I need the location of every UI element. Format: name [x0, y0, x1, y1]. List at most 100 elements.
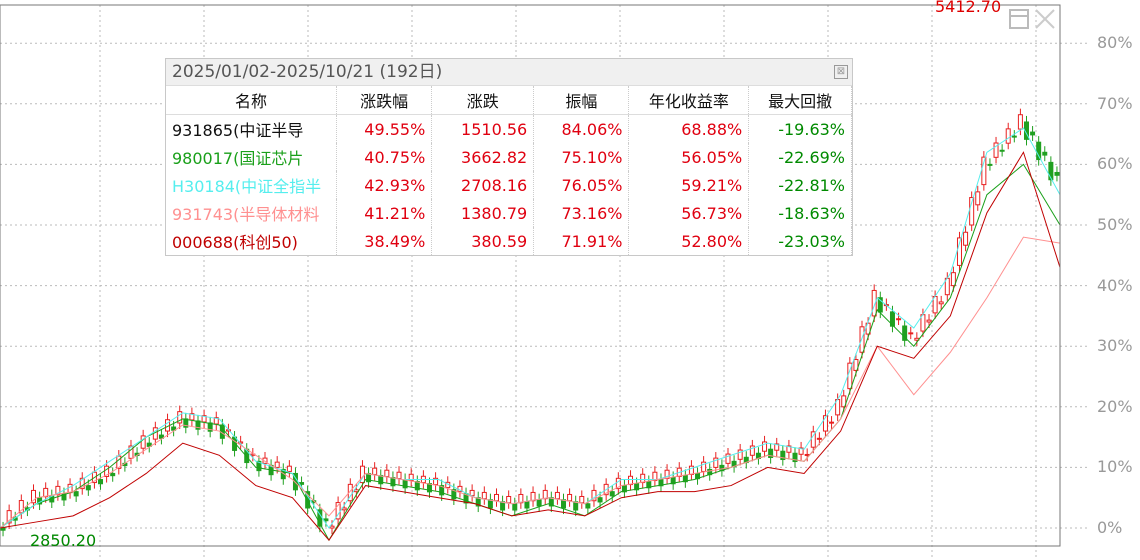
cell-chg_pct: 40.75% [336, 143, 433, 171]
candle [512, 503, 518, 511]
candle [146, 442, 152, 447]
cell-name: H30184(中证全指半 [166, 171, 337, 199]
close-icon[interactable] [1035, 9, 1055, 29]
candle [481, 491, 487, 500]
candle [950, 272, 956, 287]
candle [451, 489, 457, 500]
table-row[interactable]: 000688(科创50) 38.49% 380.59 71.91% 52.80% -23.… [166, 227, 852, 255]
cell-mdd: -22.81% [748, 171, 852, 199]
cell-chg_pct: 38.49% [336, 227, 433, 255]
candle [329, 525, 335, 529]
candle [963, 231, 969, 246]
low-label: 2850.20 [30, 531, 96, 550]
plot-border [0, 4, 1061, 547]
candle [1054, 171, 1060, 176]
cell-chg_pct: 42.93% [336, 171, 433, 199]
table-row[interactable]: H30184(中证全指半 42.93% 2708.16 76.05% 59.21% -22… [166, 171, 852, 199]
cell-chg: 1380.79 [431, 199, 535, 227]
candle [171, 426, 177, 431]
table-row[interactable]: 931743(半导体材料 41.21% 1380.79 73.16% 56.73% -18… [166, 199, 852, 227]
y-tick-label: 30% [1097, 336, 1133, 356]
series-line-980017 [0, 163, 1061, 542]
high-label: 5412.70 [935, 0, 1001, 16]
candle [798, 447, 804, 455]
y-tick-label: 20% [1097, 396, 1133, 416]
panel-close-icon[interactable]: ⊠ [834, 65, 848, 79]
candle [579, 495, 585, 504]
candle [762, 441, 768, 452]
cell-amp: 73.16% [533, 199, 630, 227]
candle [999, 149, 1005, 152]
candle [981, 156, 987, 186]
cell-chg_pct: 41.21% [336, 199, 433, 227]
candle [591, 489, 597, 502]
candle [256, 460, 262, 472]
cell-annual: 56.05% [628, 143, 750, 171]
cell-annual: 56.73% [628, 199, 750, 227]
stats-table: 名称 涨跌幅 涨跌 振幅 年化收益率 最大回撤 931865(中证半导 49.55% 1510.… [166, 86, 852, 255]
table-row[interactable]: 980017(国证芯片 40.75% 3662.82 75.10% 56.05% -22.… [166, 143, 852, 171]
candle [938, 301, 944, 305]
cell-amp: 76.05% [533, 171, 630, 199]
window-restore-icon[interactable] [1009, 9, 1029, 29]
candle [140, 435, 146, 449]
candle [725, 453, 731, 464]
y-tick-label: 10% [1097, 457, 1133, 477]
cell-mdd: -19.63% [748, 114, 852, 143]
candles-931865 [0, 108, 1060, 537]
candle [774, 443, 780, 451]
candle [6, 510, 12, 524]
cell-name: 980017(国证芯片 [166, 143, 337, 171]
column-header[interactable]: 最大回撤 [748, 86, 852, 115]
candle [768, 448, 774, 459]
stats-panel[interactable]: 2025/01/02-2025/10/21 (192日) ⊠ 名称 涨跌幅 涨跌 振幅年… [165, 58, 853, 256]
candle [987, 163, 993, 166]
candle [554, 491, 560, 500]
candle [749, 445, 755, 456]
column-header[interactable]: 涨跌幅 [336, 86, 433, 115]
cell-name: 931743(半导体材料 [166, 199, 337, 227]
candle [177, 411, 183, 424]
candle [889, 311, 895, 327]
candle [792, 452, 798, 463]
candle [98, 479, 104, 485]
candle [567, 493, 573, 502]
candle [158, 434, 164, 439]
candle [439, 485, 445, 496]
candle [73, 491, 79, 497]
cell-chg_pct: 49.55% [336, 114, 433, 143]
candle [79, 477, 85, 490]
candle [1030, 131, 1036, 136]
candle [896, 318, 902, 321]
candle [956, 237, 962, 266]
candle [713, 457, 719, 468]
date-range: 2025/01/02-2025/10/21 (192日) [172, 62, 443, 82]
candle [829, 421, 835, 424]
candle [262, 457, 268, 464]
series-line-931743 [0, 236, 1061, 529]
candle [609, 491, 615, 497]
candle [841, 395, 847, 408]
candle [110, 472, 116, 477]
candle [1011, 135, 1017, 138]
column-header[interactable]: 名称 [166, 86, 337, 115]
candle [816, 437, 822, 440]
candle [280, 468, 286, 480]
cell-name: 000688(科创50) [166, 227, 337, 255]
candle [804, 453, 810, 456]
column-header[interactable]: 年化收益率 [628, 86, 750, 115]
candle [469, 489, 475, 497]
candle [902, 325, 908, 341]
candle [993, 142, 999, 158]
column-header[interactable]: 涨跌 [431, 86, 535, 115]
candle [0, 527, 6, 531]
candle [1017, 114, 1023, 130]
cell-chg: 1510.56 [431, 114, 535, 143]
table-row[interactable]: 931865(中证半导 49.55% 1510.56 84.06% 68.88% -19.… [166, 114, 852, 143]
column-header[interactable]: 振幅 [533, 86, 630, 115]
candle [780, 450, 786, 461]
candle [877, 297, 883, 313]
cell-chg: 2708.16 [431, 171, 535, 199]
candle [372, 467, 378, 475]
cell-annual: 68.88% [628, 114, 750, 143]
